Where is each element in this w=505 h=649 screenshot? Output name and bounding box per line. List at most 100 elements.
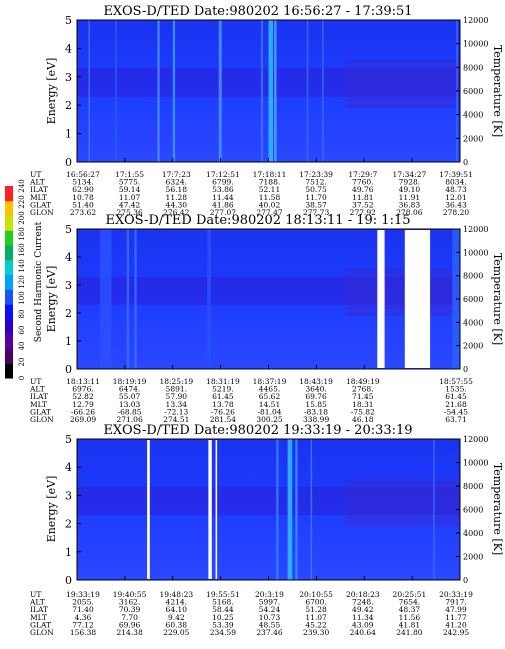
panel-2-y2-ticks: 0 2000 4000 6000 8000 10000 12000 [456,225,488,374]
data-gap [404,230,431,368]
panel-1-y-label: Energy [eV] [45,58,58,125]
y2-tick-label: 2000 [463,342,483,351]
table-cell: 53.39 [212,620,234,629]
table-cell: 61.45 [212,392,234,401]
table-cell: -54.45 [444,407,468,416]
table-row-name: UT [30,170,41,179]
table-cell: 7248. [352,598,373,607]
intensity-band [77,486,460,516]
table-cell: 19:40:55 [113,590,147,599]
table-cell: 20:33:19 [439,590,473,599]
colorbar-tick-label: 180 [18,227,26,240]
table-cell: 77.12 [72,620,94,629]
table-row-name: UT [30,590,41,599]
panel-2-title: EXOS-D/TED Date:980202 18:13:11 - 19: 1:… [106,213,411,228]
table-cell: 43.09 [352,620,374,629]
table-cell: 47.99 [445,605,467,614]
panel-3-x-ticks [76,576,461,580]
panel-1-y-ticks: 0 1 2 3 4 5 [65,14,81,169]
table-cell: 281.54 [210,415,236,424]
panel-1: EXOS-D/TED Date:980202 16:56:27 - 17:39:… [29,4,504,217]
table-cell: 7512. [305,178,326,187]
table-row-name: GLON [30,208,54,217]
y2-tick-label: 12000 [463,225,488,234]
table-cell: 275.36 [116,208,142,217]
y-tick-label: 5 [65,14,72,27]
intensity-band [345,478,460,527]
y-tick-label: 1 [65,335,72,348]
colorbar-tick-label: 220 [18,195,26,208]
y-tick-label: 4 [65,461,72,474]
panel-3-ephemeris-table: UT 19:33:19 19:40:55 19:48:23 19:55:51 20:3:1… [29,590,473,637]
table-cell: 214.38 [116,628,142,637]
intensity-stripe [274,20,277,162]
table-row-name: MLT [30,193,47,202]
panel-1-title: EXOS-D/TED Date:980202 16:56:27 - 17:39:… [103,4,412,19]
colorbar-tick-label: 0 [18,376,26,380]
table-cell: 48.37 [399,605,421,614]
table-cell: 51.40 [72,200,94,209]
y-tick-label: 2 [65,99,72,112]
panel-3: EXOS-D/TED Date:980202 19:33:19 - 20:33:… [29,423,504,637]
panel-3-title: EXOS-D/TED Date:980202 19:33:19 - 20:33:… [103,423,412,438]
intensity-stripe [207,229,211,369]
table-cell: 64.10 [166,605,188,614]
table-cell: 63.71 [445,415,466,424]
table-cell: 6474. [119,385,140,394]
table-cell: 7.70 [121,613,138,622]
y-tick-label: 3 [65,489,72,502]
table-cell: 69.76 [305,392,327,401]
panel-2-y-ticks: 0 1 2 3 4 5 [65,223,81,376]
table-cell: 2055. [72,598,93,607]
table-cell: 11.07 [305,613,327,622]
intensity-band [77,276,460,305]
table-cell: 7654. [399,598,420,607]
table-row-name: ILAT [30,605,48,614]
y-tick-label: 1 [65,546,72,559]
table-cell: 6976. [72,385,93,394]
table-cell: 241.80 [396,628,422,637]
panel-1-ephemeris-table: UT 16:56:27 17:1:55 17:7:23 17:12:51 17:18:11… [29,170,473,217]
panel-1-y2-label: Temperature [K] [491,45,504,137]
table-row-name: GLAT [30,407,51,416]
table-cell: 70.39 [119,605,141,614]
colorbar-ticks: 0 20 40 60 80 100 120 140 160 180 200 220 240 [18,179,26,380]
panel-1-x-ticks [76,158,461,162]
table-cell: 61.45 [445,392,467,401]
table-cell: 269.09 [70,415,96,424]
table-cell: 5775. [119,178,140,187]
y2-tick-label: 4000 [463,111,483,120]
colorbar-cell [5,348,13,364]
table-cell: -68.85 [118,407,142,416]
table-cell: 49.42 [352,605,374,614]
panel-1-y2-ticks: 0 2000 4000 6000 8000 10000 12000 [456,16,488,167]
table-cell: 240.64 [350,628,376,637]
table-cell: 8034. [445,178,466,187]
table-cell: 71.40 [72,605,94,614]
table-row-name: GLON [30,628,54,637]
table-cell: 278.20 [443,208,469,217]
table-row-name: ILAT [30,392,48,401]
intensity-stripe [268,20,274,162]
y-tick-label: 0 [65,363,72,376]
table-cell: 7928. [399,178,420,187]
table-cell: 10.78 [72,193,94,202]
y2-tick-label: 0 [463,365,468,374]
y-tick-label: 3 [65,71,72,84]
table-cell: 18:31:19 [206,377,240,386]
table-cell: 13.34 [166,400,188,409]
table-cell: 273.62 [70,208,96,217]
table-cell: 5134. [72,178,93,187]
table-cell: 49.76 [352,185,374,194]
table-cell: 17:1:55 [115,170,144,179]
y2-tick-label: 8000 [463,482,483,491]
panel-2-x-ticks [76,365,461,369]
y2-tick-label: 0 [463,158,468,167]
data-gap [215,440,218,579]
panel-2-ephemeris-table: UT 18:13:11 18:19:19 18:25:19 18:31:19 18:37:… [29,377,473,424]
y2-tick-label: 10000 [463,459,488,468]
colorbar-cell [5,215,13,231]
table-cell: 2768. [352,385,373,394]
intensity-stripe [115,20,117,162]
